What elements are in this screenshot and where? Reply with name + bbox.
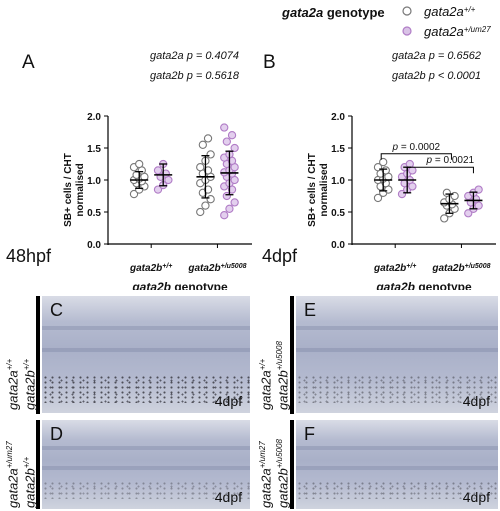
chart-a-point-s2-0 bbox=[196, 207, 205, 217]
chart-a-point-s3-18 bbox=[222, 137, 231, 146]
chart-a-category-label-1: gata2b+/u5008 bbox=[187, 263, 246, 275]
chart-b-point-s3-0 bbox=[464, 209, 473, 218]
panel-letter-b: B bbox=[263, 52, 276, 73]
chart-a-point-s2-13 bbox=[198, 140, 207, 149]
chart-a-ytick-label-2: 1.0 bbox=[87, 176, 101, 187]
chart-a-point-s3-1 bbox=[225, 204, 234, 213]
legend-title-gene: gata2a bbox=[281, 5, 323, 20]
legend-item-wt-gene: gata2a bbox=[424, 4, 464, 19]
stage-label-a: 48hpf bbox=[6, 246, 52, 266]
stage-label-b: 4dpf bbox=[262, 246, 298, 266]
legend-item-mut-allele: +/um27 bbox=[464, 25, 491, 34]
stat-b-0: gata2a p = 0.6562 bbox=[392, 50, 481, 62]
panel-letter-d: D bbox=[50, 424, 63, 444]
chart-b-ytick-label-4: 2.0 bbox=[331, 112, 345, 123]
legend-item-wt-allele: +/+ bbox=[464, 5, 476, 14]
chart-a-ytick-label-0: 0.0 bbox=[87, 240, 101, 251]
chart-a-point-s2-12 bbox=[206, 150, 215, 159]
chart-a-point-s2-9 bbox=[203, 166, 213, 175]
image-panel-e: E 4dpf bbox=[296, 296, 498, 413]
chart-b-ytick-label-2: 1.0 bbox=[331, 176, 345, 187]
chart-a-category-label-0: gata2b+/+ bbox=[129, 263, 172, 275]
row-bar-f bbox=[290, 420, 294, 509]
chart-b-ytick-label-0: 0.0 bbox=[331, 240, 345, 251]
genotype-label-f: gata2a+/um27 gata2b+/u5008 bbox=[258, 439, 291, 508]
chart-b-xlabel: gata2b genotype bbox=[375, 280, 472, 290]
panel-letter-e: E bbox=[304, 300, 317, 320]
legend-marker-wt bbox=[402, 6, 412, 16]
chart-b-bracket-0 bbox=[380, 153, 452, 160]
stage-label-d: 4dpf bbox=[214, 489, 242, 505]
row-bar-c bbox=[36, 296, 40, 414]
chart-a-xlabel: gata2b genotype bbox=[131, 280, 228, 290]
stage-label-c: 4dpf bbox=[214, 393, 242, 409]
chart-a-point-s1-0 bbox=[153, 185, 163, 194]
stage-label-f: 4dpf bbox=[462, 489, 490, 505]
chart-a-point-s0-0 bbox=[129, 189, 139, 199]
image-panel-c: C 4dpf bbox=[42, 296, 250, 413]
chart-panel-b: B gata2a p = 0.6562 gata2b p < 0.0001 4d… bbox=[262, 50, 496, 290]
chart-a-point-s2-1 bbox=[201, 201, 210, 210]
panel-letter-f: F bbox=[304, 424, 315, 444]
chart-b-category-label-0: gata2b+/+ bbox=[373, 263, 416, 275]
panel-letter-c: C bbox=[50, 300, 63, 320]
chart-b-point-s1-9 bbox=[405, 159, 414, 169]
stat-a-1: gata2b p = 0.5618 bbox=[150, 70, 240, 82]
legend: gata2a genotype gata2a+/+ gata2a+/um27 bbox=[281, 4, 491, 39]
chart-a-point-s3-17 bbox=[230, 143, 239, 153]
stat-a-0: gata2a p = 0.4074 bbox=[150, 50, 239, 62]
chart-b-ylabel: SB+ cells / CHTnormalised bbox=[307, 153, 330, 227]
charts-figure: gata2a genotype gata2a+/+ gata2a+/um27 A… bbox=[6, 4, 496, 290]
chart-a-point-s2-4 bbox=[203, 185, 213, 194]
chart-b-ytick-label-3: 1.5 bbox=[331, 144, 345, 155]
chart-a-ytick-label-3: 1.5 bbox=[87, 144, 101, 155]
image-panel-d: D 4dpf bbox=[42, 420, 250, 509]
chart-a-point-s2-10 bbox=[196, 163, 205, 172]
genotype-label-c: gata2a+/+ gata2b+/+ bbox=[5, 358, 38, 410]
chart-a-point-s3-2 bbox=[230, 198, 239, 207]
chart-b-bracket-label-1: p = 0.0021 bbox=[426, 155, 475, 166]
panel-letter-a: A bbox=[22, 52, 35, 73]
chart-a-point-s3-0 bbox=[220, 211, 229, 220]
chart-b-point-s0-11 bbox=[379, 157, 388, 167]
svg-text:gata2a genotype: gata2a genotype bbox=[281, 5, 385, 20]
chart-panel-a: A gata2a p = 0.4074 gata2b p = 0.5618 48… bbox=[6, 50, 252, 290]
stat-b-1: gata2b p < 0.0001 bbox=[392, 70, 481, 82]
chart-a-ytick-label-1: 0.5 bbox=[87, 208, 101, 219]
chart-a-point-s0-11 bbox=[135, 159, 144, 169]
svg-text:gata2a+/+: gata2a+/+ bbox=[424, 4, 476, 19]
legend-title-word: genotype bbox=[327, 5, 385, 20]
chart-a-point-s3-19 bbox=[227, 131, 237, 140]
image-panel-f: F 4dpf bbox=[296, 420, 498, 509]
stage-label-e: 4dpf bbox=[462, 393, 490, 409]
chart-a-point-s2-2 bbox=[206, 195, 215, 204]
chart-b-ytick-label-1: 0.5 bbox=[331, 208, 345, 219]
row-bar-d bbox=[36, 420, 40, 509]
chart-b-category-label-1: gata2b+/u5008 bbox=[431, 263, 490, 275]
chart-b-bracket-label-0: p = 0.0002 bbox=[392, 142, 441, 153]
chart-a-ylabel: SB+ cells / CHTnormalised bbox=[63, 153, 86, 227]
legend-marker-mut bbox=[402, 26, 412, 36]
chart-b-point-s2-0 bbox=[440, 214, 449, 223]
chart-b-point-s3-7 bbox=[474, 185, 483, 194]
genotype-label-e: gata2a+/+ gata2b+/u5008 bbox=[258, 341, 291, 410]
legend-item-mut-gene: gata2a bbox=[424, 24, 464, 39]
chart-b-bracket-1 bbox=[406, 166, 474, 174]
svg-text:gata2a+/um27: gata2a+/um27 bbox=[424, 24, 491, 39]
chart-b-point-s0-0 bbox=[373, 193, 383, 203]
chart-a-point-s3-20 bbox=[220, 123, 229, 132]
row-bar-e bbox=[290, 296, 294, 414]
chart-a-ytick-label-4: 2.0 bbox=[87, 112, 101, 123]
chart-a-point-s1-5 bbox=[153, 166, 163, 175]
chart-a-point-s2-14 bbox=[203, 134, 213, 143]
genotype-label-d: gata2a+/um27 gata2b+/+ bbox=[5, 441, 38, 508]
